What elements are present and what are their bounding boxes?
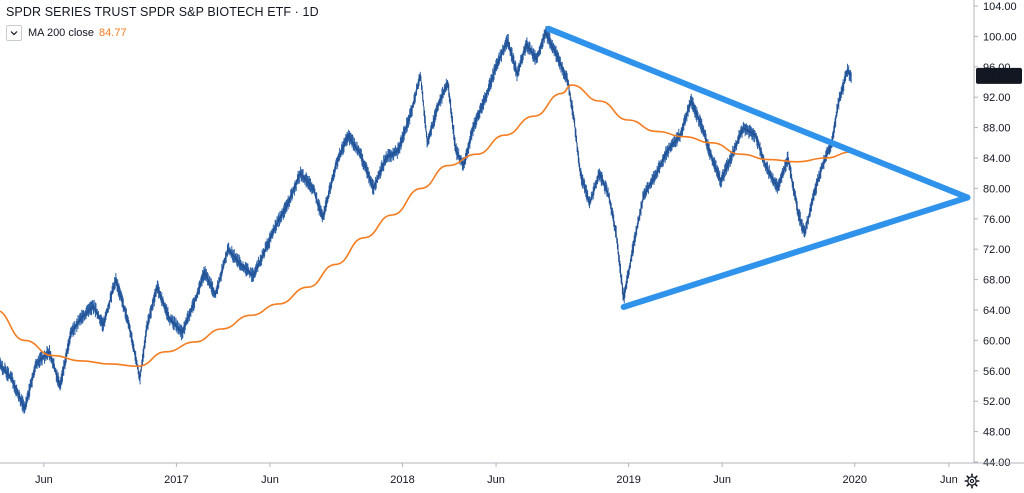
y-tick-label: 76.00 bbox=[983, 214, 1011, 226]
x-tick-label: 2018 bbox=[390, 474, 414, 486]
x-tick-label: 2017 bbox=[164, 474, 188, 486]
x-tick-label: Jun bbox=[940, 474, 958, 486]
y-tick-label: 88.00 bbox=[983, 123, 1011, 135]
x-tick-label: 2020 bbox=[842, 474, 866, 486]
collapse-legend-button[interactable] bbox=[6, 25, 22, 41]
y-tick-label: 72.00 bbox=[983, 244, 1011, 256]
x-tick-label: 2019 bbox=[616, 474, 640, 486]
y-tick-label: 80.00 bbox=[983, 183, 1011, 195]
y-tick-label: 68.00 bbox=[983, 275, 1011, 287]
ma-value: 84.77 bbox=[99, 27, 127, 39]
gear-icon[interactable] bbox=[964, 473, 980, 489]
current-price-value: 94.82 bbox=[983, 71, 1011, 83]
y-tick-label: 56.00 bbox=[983, 366, 1011, 378]
x-tick-label: Jun bbox=[35, 474, 53, 486]
ma-200-series[interactable] bbox=[0, 84, 852, 368]
upper-trendline[interactable] bbox=[545, 25, 971, 201]
y-tick-label: 100.00 bbox=[983, 31, 1017, 43]
chart-header: SPDR SERIES TRUST SPDR S&P BIOTECH ETF ·… bbox=[6, 5, 319, 41]
y-tick-label: 64.00 bbox=[983, 305, 1011, 317]
time-axis[interactable]: Jun 2017 Jun 2018 Jun 2019 Jun 2020 Jun bbox=[0, 462, 1024, 486]
lower-trendline[interactable] bbox=[620, 194, 971, 310]
x-tick-label: Jun bbox=[261, 474, 279, 486]
y-tick-label: 104.00 bbox=[983, 1, 1017, 13]
price-series[interactable] bbox=[0, 26, 852, 439]
current-price-label: 94.82 bbox=[976, 67, 1022, 84]
x-tick-label: Jun bbox=[713, 474, 731, 486]
chart-title: SPDR SERIES TRUST SPDR S&P BIOTECH ETF ·… bbox=[6, 5, 319, 19]
chevron-down-icon bbox=[10, 31, 18, 36]
current-price-label-bg bbox=[976, 67, 1022, 84]
y-tick-label: 92.00 bbox=[983, 92, 1011, 104]
price-series-line bbox=[0, 31, 852, 411]
y-tick-label: 84.00 bbox=[983, 153, 1011, 165]
ma-legend: MA 200 close 84.77 bbox=[6, 25, 319, 41]
y-tick-label: 60.00 bbox=[983, 335, 1011, 347]
ma-label: MA 200 close bbox=[28, 27, 95, 39]
y-tick-label: 52.00 bbox=[983, 396, 1011, 408]
plot-area[interactable] bbox=[0, 25, 971, 439]
x-tick-label: Jun bbox=[487, 474, 505, 486]
y-tick-label: 48.00 bbox=[983, 427, 1011, 439]
